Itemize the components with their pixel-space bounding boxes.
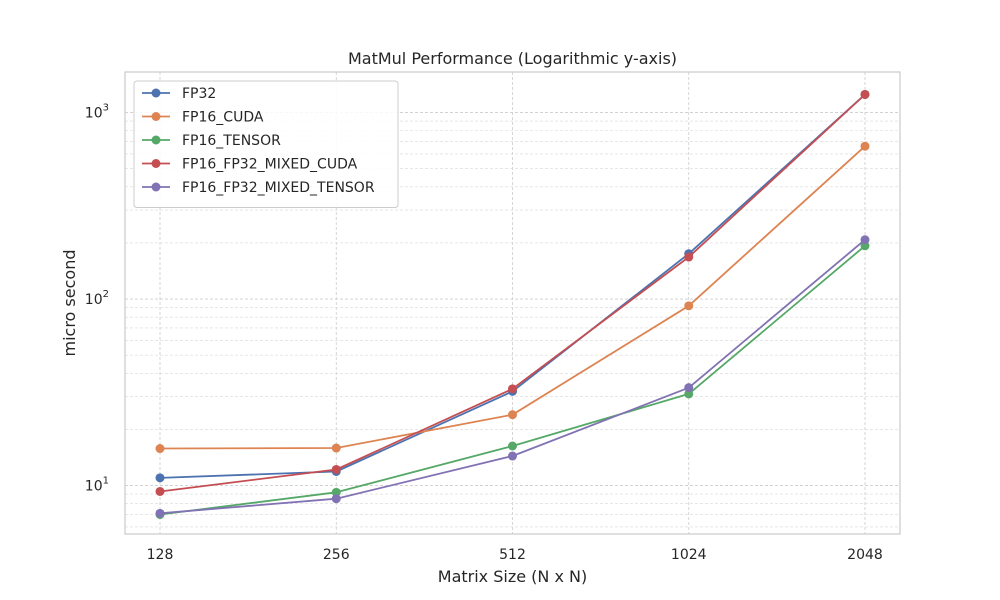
y-tick-label: 103: [85, 103, 109, 122]
tick-layer: 128 256 512 1024 2048 101 102 103: [85, 103, 883, 563]
x-tick-label: 128: [147, 547, 174, 563]
legend-marker: [151, 182, 161, 192]
data-point: [684, 252, 694, 262]
legend-label: FP32: [182, 86, 216, 102]
series-layer: [155, 89, 870, 519]
x-tick-label: 1024: [671, 547, 707, 563]
data-point: [860, 141, 870, 151]
legend-marker: [151, 135, 161, 145]
chart-title: MatMul Performance (Logarithmic y-axis): [348, 49, 677, 68]
data-point: [860, 89, 870, 99]
legend-box: [133, 80, 399, 208]
legend-marker: [151, 112, 161, 121]
data-point: [155, 473, 165, 483]
data-point: [508, 384, 517, 394]
data-point: [155, 508, 165, 518]
legend-label: FP16_CUDA: [182, 110, 264, 126]
data-point: [684, 383, 694, 393]
x-tick-label: 256: [323, 547, 350, 563]
data-point: [508, 451, 517, 461]
data-point: [155, 486, 165, 496]
y-tick-label: 101: [85, 476, 109, 495]
data-point: [331, 464, 341, 474]
data-point: [860, 235, 870, 245]
x-tick-label: 512: [499, 547, 526, 563]
legend-item: FP16_TENSOR: [142, 133, 281, 149]
series-1: [155, 141, 870, 454]
legend-marker: [151, 159, 161, 168]
data-point: [331, 487, 341, 497]
data-point: [331, 494, 341, 504]
legend-item: FP32: [142, 86, 216, 102]
y-tick-label: 102: [85, 289, 109, 308]
legend-marker: [151, 88, 161, 98]
x-axis-label: Matrix Size (N x N): [438, 567, 587, 586]
series-3: [155, 89, 870, 496]
data-point: [684, 389, 694, 399]
data-point: [331, 443, 341, 453]
legend: FP32 FP16_CUDA FP16_TENSOR FP16_FP32_MIXED_…: [133, 80, 399, 208]
series-4: [155, 235, 870, 518]
legend-item: FP16_FP32_MIXED_TENSOR: [142, 180, 375, 196]
x-tick-label: 2048: [847, 547, 883, 563]
legend-label: FP16_TENSOR: [182, 133, 281, 149]
data-point: [508, 410, 517, 420]
legend-label: FP16_FP32_MIXED_CUDA: [182, 157, 358, 173]
data-point: [155, 444, 165, 454]
plot-frame: [124, 71, 901, 535]
legend-item: FP16_FP32_MIXED_CUDA: [142, 157, 358, 173]
data-point: [508, 441, 517, 451]
y-axis-label: micro second: [60, 250, 79, 357]
legend-item: FP16_CUDA: [142, 110, 264, 126]
data-point: [684, 301, 694, 311]
legend-label: FP16_FP32_MIXED_TENSOR: [182, 180, 375, 196]
